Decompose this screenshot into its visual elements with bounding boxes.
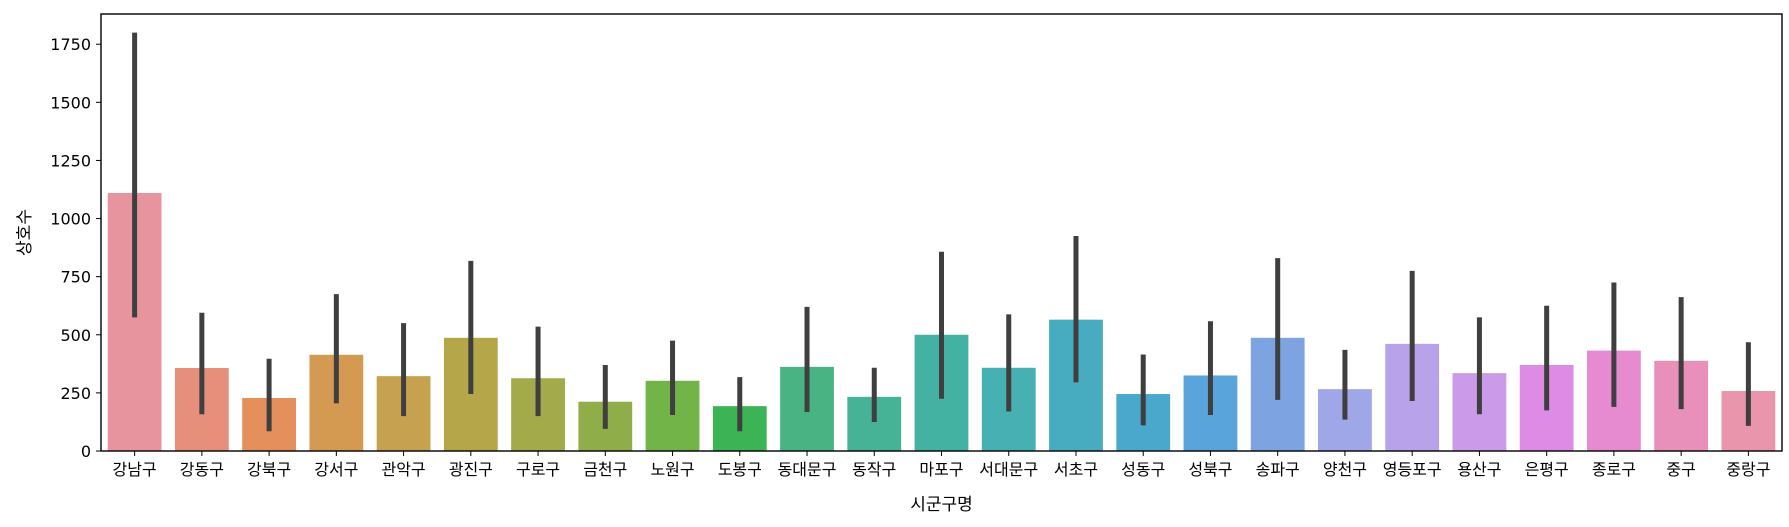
x-tick-label: 송파구 <box>1256 460 1300 479</box>
x-tick-label: 중구 <box>1666 460 1695 479</box>
x-tick-label: 은평구 <box>1525 460 1569 479</box>
x-tick-label: 성북구 <box>1188 460 1232 479</box>
x-tick-label: 관악구 <box>381 460 425 479</box>
x-tick-label: 성동구 <box>1121 460 1165 479</box>
y-axis-ticks: 0 250 500 750 1000 1250 1500 1750 <box>50 35 101 461</box>
x-axis-ticks: 강남구 강동구 강북구 강서구 관악구 광진구 구로구 금천구 노원구 도봉구 동대문구 동작구 마포구… <box>113 451 1770 479</box>
y-tick-label: 250 <box>60 384 91 403</box>
x-tick-label: 노원구 <box>650 460 694 479</box>
y-axis-label: 상호수 <box>15 209 35 256</box>
x-tick-label: 양천구 <box>1323 460 1367 479</box>
y-tick-label: 500 <box>60 326 91 345</box>
x-tick-label: 금천구 <box>583 460 627 479</box>
x-tick-label: 용산구 <box>1457 460 1501 479</box>
x-tick-label: 강서구 <box>314 460 358 479</box>
y-tick-label: 750 <box>60 268 91 287</box>
bars-group <box>107 192 1776 451</box>
x-tick-label: 구로구 <box>516 460 560 479</box>
y-tick-label: 1500 <box>50 93 91 112</box>
x-tick-label: 마포구 <box>919 460 963 479</box>
x-tick-label: 동작구 <box>852 460 896 479</box>
x-tick-label: 동대문구 <box>778 460 837 479</box>
x-axis-label: 시군구명 <box>910 495 973 515</box>
x-tick-label: 중랑구 <box>1726 460 1770 479</box>
x-tick-label: 광진구 <box>449 460 493 479</box>
x-tick-label: 강북구 <box>247 460 291 479</box>
x-tick-label: 서초구 <box>1054 460 1098 479</box>
x-tick-label: 강동구 <box>180 460 224 479</box>
y-tick-label: 1250 <box>50 151 91 170</box>
error-bars-group <box>132 32 1751 432</box>
x-tick-label: 강남구 <box>113 460 157 479</box>
y-tick-label: 1750 <box>50 35 91 54</box>
x-tick-label: 영등포구 <box>1383 460 1442 479</box>
x-tick-label: 도봉구 <box>718 460 762 479</box>
y-tick-label: 0 <box>81 442 91 461</box>
y-tick-label: 1000 <box>50 210 91 229</box>
x-tick-label: 종로구 <box>1592 460 1636 479</box>
x-tick-label: 서대문구 <box>979 460 1038 479</box>
